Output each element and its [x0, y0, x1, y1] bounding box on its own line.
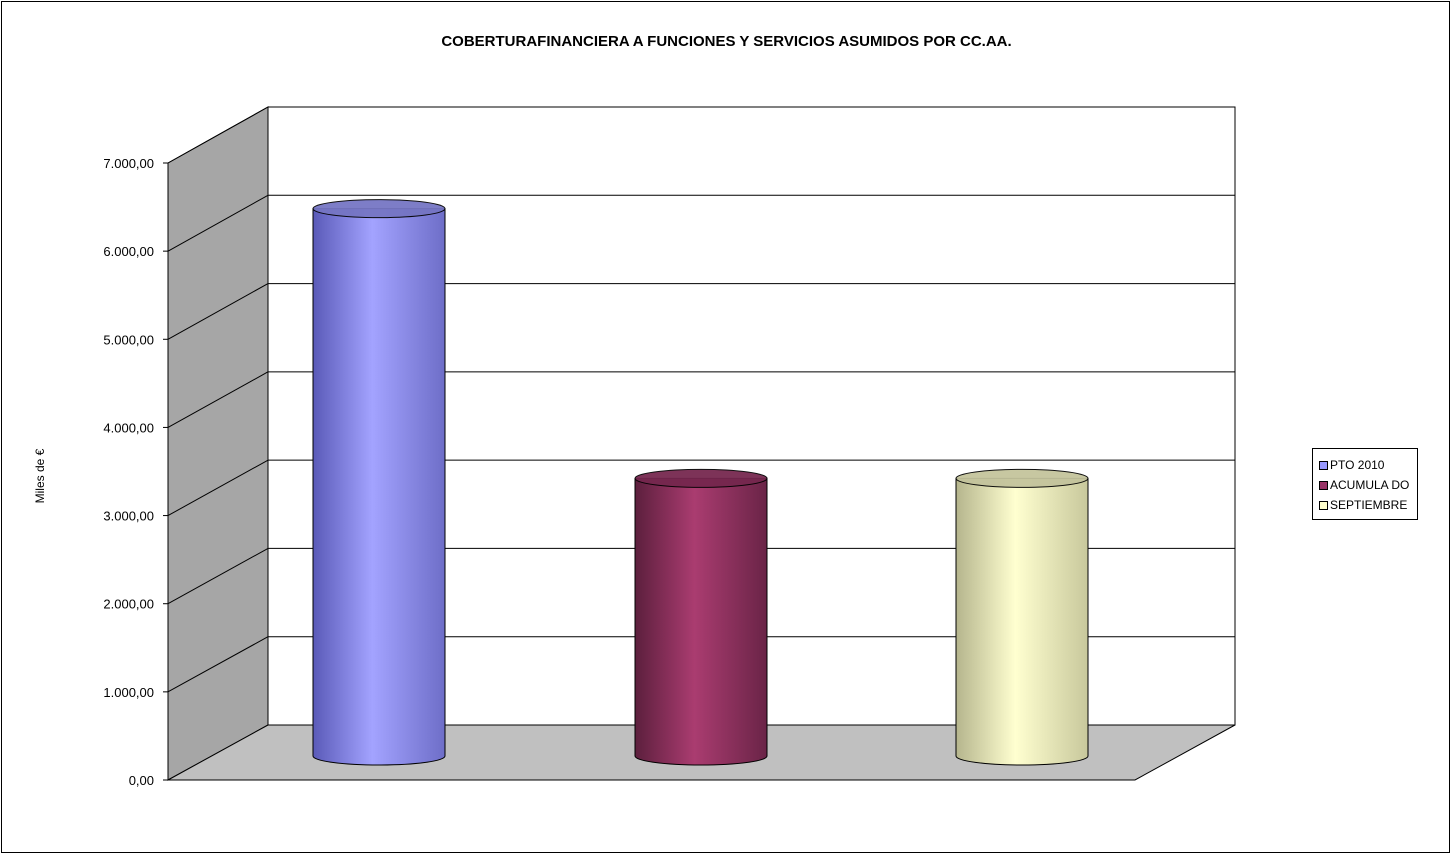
bar-top [312, 199, 446, 219]
legend-swatch-pto-2010 [1319, 460, 1328, 470]
gridline-side [167, 459, 269, 517]
bar-body [312, 208, 446, 766]
bar-body [955, 477, 1089, 766]
legend-swatch-acumulado [1319, 480, 1328, 490]
y-tick-label: 0,00 [129, 773, 154, 788]
legend-label-acumulado: ACUMULA DO [1330, 478, 1410, 492]
side-wall [167, 106, 269, 781]
bar-top [955, 468, 1089, 488]
legend-item-septiembre: SEPTIEMBRE [1313, 495, 1417, 515]
bar-body [634, 477, 768, 766]
y-tick-label: 3.000,00 [103, 509, 154, 524]
gridline-side [167, 194, 269, 252]
gridline-side [167, 636, 269, 693]
y-tick-label: 6.000,00 [103, 244, 154, 259]
bar-top-shade [313, 199, 445, 218]
bar-top [634, 468, 768, 488]
bar-1 [634, 468, 768, 766]
bar-2 [955, 468, 1089, 766]
bar-top-shade [635, 469, 767, 488]
y-tick-label: 1.000,00 [103, 685, 154, 700]
bars [312, 199, 1089, 766]
y-tick-label: 5.000,00 [103, 332, 154, 347]
gridline-side [167, 283, 269, 340]
gridline-side [167, 547, 269, 605]
legend: PTO 2010 ACUMULA DO SEPTIEMBRE [1312, 448, 1418, 520]
gridline-side [167, 106, 269, 164]
legend-item-pto-2010: PTO 2010 [1313, 455, 1417, 475]
y-tick-label: 7.000,00 [103, 156, 154, 171]
legend-label-septiembre: SEPTIEMBRE [1330, 498, 1408, 512]
gridline-side [167, 371, 269, 428]
y-tick-label: 2.000,00 [103, 597, 154, 612]
y-axis-ticks: 0,00 1.000,00 2.000,00 3.000,00 4.000,00 5.00… [103, 156, 169, 788]
legend-swatch-septiembre [1319, 500, 1328, 510]
bar-0 [312, 199, 446, 766]
chart-title: COBERTURAFINANCIERA A FUNCIONES Y SERVIC… [441, 33, 1012, 50]
y-tick-label: 4.000,00 [103, 420, 154, 435]
legend-item-acumulado: ACUMULA DO [1313, 475, 1417, 495]
bar-top-shade [956, 469, 1088, 488]
legend-label-pto-2010: PTO 2010 [1330, 458, 1385, 472]
